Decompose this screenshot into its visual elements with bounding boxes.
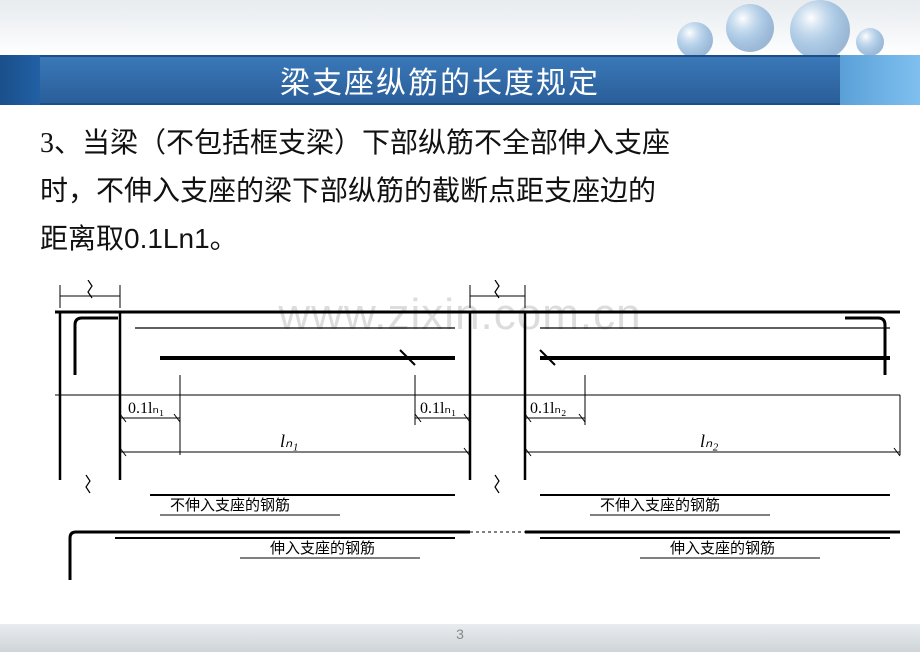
- dim-label-d3: 0.1lₙ₂: [530, 400, 566, 417]
- beam-diagram: 0.1lₙ₁ 0.1lₙ₁ 0.1lₙ₂ lₙ₁ lₙ₂ 不伸入支座的钢筋 不伸…: [0, 280, 920, 600]
- dim-label-span1: lₙ₁: [280, 431, 298, 451]
- label-into-right: 伸入支座的钢筋: [670, 540, 775, 557]
- decor-bubbles: [670, 0, 890, 55]
- body-line-2: 时，不伸入支座的梁下部纵筋的截断点距支座边的: [40, 176, 656, 207]
- slide: 梁支座纵筋的长度规定 3、当梁（不包括框支梁）下部纵筋不全部伸入支座 时，不伸入…: [0, 0, 920, 652]
- item-number: 3、: [40, 128, 82, 159]
- dim-label-d2: 0.1lₙ₁: [420, 400, 456, 417]
- slide-title: 梁支座纵筋的长度规定: [40, 55, 840, 105]
- title-band: 梁支座纵筋的长度规定: [0, 55, 920, 105]
- body-text: 3、当梁（不包括框支梁）下部纵筋不全部伸入支座 时，不伸入支座的梁下部纵筋的截断…: [40, 120, 880, 264]
- label-into-left: 伸入支座的钢筋: [270, 540, 375, 557]
- title-accent-left: [0, 55, 40, 105]
- dim-label-d1: 0.1lₙ₁: [128, 400, 164, 417]
- body-line-1: 当梁（不包括框支梁）下部纵筋不全部伸入支座: [82, 128, 670, 159]
- label-not-into-left: 不伸入支座的钢筋: [170, 497, 290, 514]
- label-not-into-right: 不伸入支座的钢筋: [600, 497, 720, 514]
- dim-label-span2: lₙ₂: [700, 431, 718, 451]
- body-line-3: 距离取0.1Ln1。: [40, 223, 238, 254]
- title-accent-right: [840, 55, 920, 105]
- page-number: 3: [0, 626, 920, 642]
